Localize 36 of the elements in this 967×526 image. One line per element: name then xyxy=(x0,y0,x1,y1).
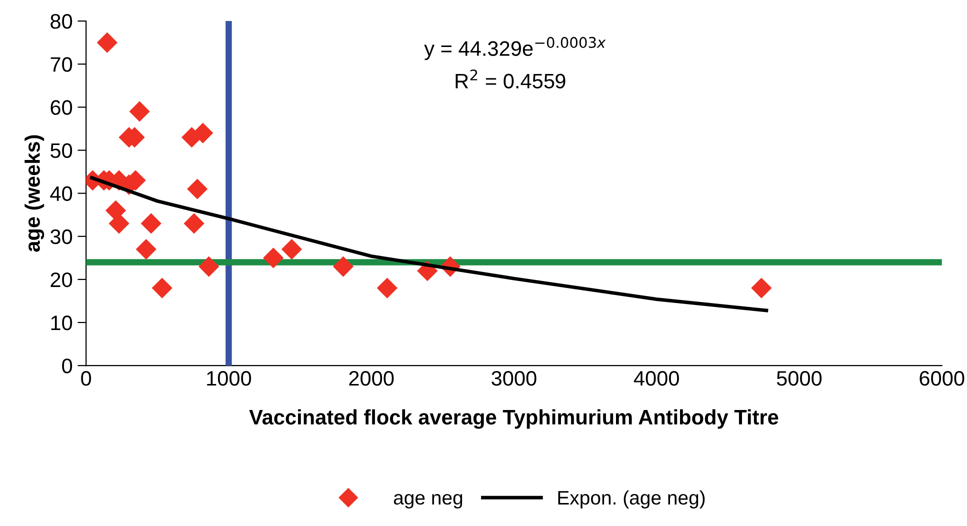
point xyxy=(184,213,204,234)
point xyxy=(187,178,208,200)
point xyxy=(140,213,162,234)
legend-label: age neg xyxy=(394,494,462,508)
point xyxy=(281,238,302,260)
point xyxy=(198,256,220,277)
y-tick-label: 50 xyxy=(50,143,72,158)
x-tick-label: 3000 xyxy=(492,370,536,386)
x-tick-label: 2000 xyxy=(349,370,394,386)
y-tick-label: 0 xyxy=(62,358,72,374)
y-tick-label: 20 xyxy=(50,272,72,288)
legend-label: Expon. (age neg) xyxy=(558,490,705,508)
point xyxy=(751,278,772,298)
point xyxy=(332,256,354,277)
point xyxy=(263,248,284,268)
x-tick-label: 1000 xyxy=(207,370,252,386)
x-axis-title: Vaccinated flock average Typhimurium Antibody Titre xyxy=(249,409,778,429)
y-tick-label: 60 xyxy=(50,100,72,115)
y-tick-label: 70 xyxy=(50,57,72,72)
x-tick-label: 5000 xyxy=(776,370,822,386)
y-axis-title: age (weeks) xyxy=(24,135,44,252)
y-tick-label: 80 xyxy=(50,14,72,29)
point xyxy=(152,278,172,298)
point xyxy=(108,213,130,234)
point xyxy=(136,238,156,260)
annotation: y = 44.329e$^{−0.0003x}$ xyxy=(424,36,606,60)
point xyxy=(129,101,150,122)
x-tick-label: 4000 xyxy=(634,370,679,386)
x-tick-label: 6000 xyxy=(920,370,964,386)
y-tick-label: 10 xyxy=(51,316,72,330)
point xyxy=(96,32,118,53)
y-tick-label: 30 xyxy=(50,229,72,244)
annotation: R$^{2}$ = 0.4559 xyxy=(456,69,566,88)
point xyxy=(376,278,398,298)
y-tick-label: 40 xyxy=(50,186,72,202)
x-tick-label: 0 xyxy=(81,370,92,386)
